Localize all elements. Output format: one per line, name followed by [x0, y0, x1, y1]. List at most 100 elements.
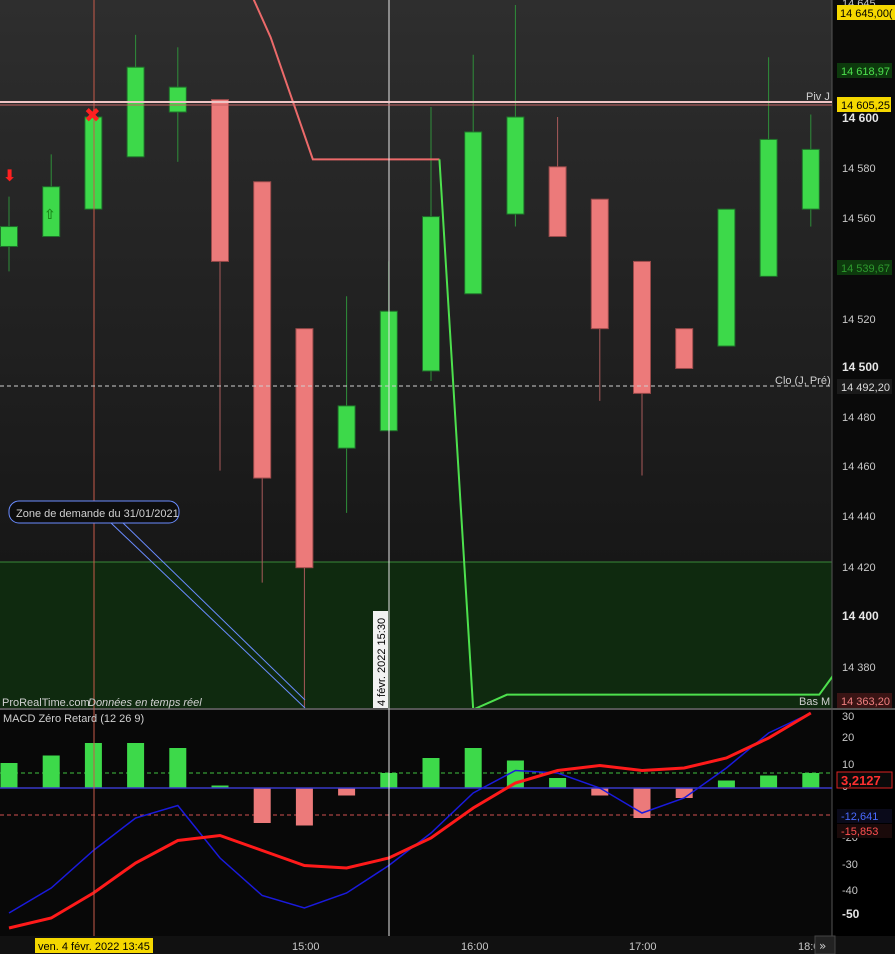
- cursor-time-label: 4 févr. 2022 15:30: [376, 618, 388, 706]
- brand-sub-label: Données en temps réel: [88, 697, 202, 709]
- macd-histogram-bar: [802, 773, 820, 788]
- macd-tick: 30: [842, 711, 854, 723]
- price-tick: 14 500: [842, 360, 879, 374]
- close-label: Clo (J, Pré): [775, 375, 831, 387]
- price-axis: 14 645 14 600 14 580 14 560 14 520 14 50…: [842, 0, 879, 674]
- macd-histogram-bar: [211, 785, 229, 788]
- macd-histogram-bar: [464, 748, 482, 788]
- macd-tick: -50: [842, 907, 860, 921]
- cursor-date-label-bg: [35, 938, 153, 953]
- zone-label: Zone de demande du 31/01/2021: [16, 508, 179, 520]
- candle-body[interactable]: [168, 86, 187, 113]
- price-tick: 14 420: [842, 562, 876, 574]
- candle-body[interactable]: [717, 208, 736, 347]
- macd-tick: 10: [842, 759, 854, 771]
- cursor-date-label: ven. 4 févr. 2022 13:45: [38, 941, 150, 953]
- brand-label: ProRealTime.com: [2, 697, 90, 709]
- price-layer: [0, 0, 832, 708]
- price-label-top-bg: [837, 5, 895, 20]
- candle-body[interactable]: [295, 328, 314, 569]
- demand-zone: [0, 562, 832, 708]
- macd-histogram-bar: [338, 788, 356, 796]
- macd-histogram-bar: [84, 743, 102, 788]
- macd-tick: 20: [842, 732, 854, 744]
- macd-histogram-bar: [549, 778, 567, 788]
- macd-value-blue: -12,641: [841, 811, 878, 823]
- macd-tick: -40: [842, 885, 858, 897]
- price-tick: 14 440: [842, 511, 876, 523]
- macd-value-red: -15,853: [841, 826, 878, 838]
- candle-body[interactable]: [675, 328, 694, 369]
- macd-signal-line: [8, 711, 812, 930]
- price-label-upper-bg: [837, 63, 892, 78]
- double-chevron-right-icon: »: [819, 939, 826, 953]
- time-tick: 16:00: [461, 941, 489, 953]
- candle-body[interactable]: [590, 198, 609, 330]
- cursor-time-label-bg: [373, 611, 388, 708]
- price-label-bottom: 14 363,20: [841, 696, 890, 708]
- price-label-piv-bg: [837, 97, 891, 112]
- candle-body[interactable]: [548, 166, 567, 238]
- candle-body[interactable]: [84, 116, 103, 210]
- price-axis-bg: [832, 0, 895, 708]
- candle-body[interactable]: [633, 260, 651, 394]
- price-label-top: 14 645,00(: [840, 8, 893, 20]
- pivot-label: Piv J: [806, 91, 830, 103]
- candle-body[interactable]: [253, 181, 272, 479]
- price-label-mid: 14 539,67: [841, 263, 890, 275]
- price-label-clo: 14 492,20: [841, 382, 890, 394]
- macd-layer: [0, 711, 832, 930]
- macd-value-red-bg: [837, 824, 892, 838]
- macd-histogram-bar: [422, 758, 440, 788]
- candle-body[interactable]: [0, 226, 18, 247]
- candle-body[interactable]: [42, 186, 61, 238]
- macd-value-main-bg: [836, 771, 893, 789]
- price-tick: 14 520: [842, 314, 876, 326]
- macd-title: MACD Zéro Retard (12 26 9): [3, 713, 144, 725]
- price-tick: 14 560: [842, 213, 876, 225]
- price-tick: 14 580: [842, 163, 876, 175]
- bas-label: Bas M: [799, 696, 830, 708]
- candle-body[interactable]: [126, 66, 145, 158]
- time-tick: 15:00: [292, 941, 320, 953]
- macd-histogram-bar: [127, 743, 145, 788]
- price-tick: 14 600: [842, 111, 879, 125]
- candle-body[interactable]: [422, 216, 440, 372]
- trailing-stop-line-up: [438, 159, 832, 708]
- candle-body[interactable]: [506, 116, 525, 215]
- time-tick: 17:00: [629, 941, 657, 953]
- arrow-up-icon: ⇧: [44, 207, 56, 223]
- price-label-upper: 14 618,97: [841, 66, 890, 78]
- candle-body[interactable]: [801, 148, 820, 210]
- price-tick: 14 460: [842, 461, 876, 473]
- macd-value-blue-bg: [837, 809, 892, 823]
- price-tick: 14 380: [842, 662, 876, 674]
- zone-label-box[interactable]: [8, 500, 180, 524]
- time-axis-bg: [0, 936, 895, 954]
- macd-histogram-bar: [760, 775, 778, 788]
- price-label-clo-bg: [837, 379, 892, 394]
- scroll-right-button[interactable]: [814, 935, 836, 954]
- cross-icon: ✖: [84, 103, 101, 127]
- macd-histogram-bar: [169, 748, 187, 788]
- price-tick: 14 480: [842, 412, 876, 424]
- macd-value-main: 3,2127: [841, 773, 881, 788]
- candle-body[interactable]: [211, 99, 229, 262]
- candle-body[interactable]: [464, 131, 483, 295]
- zone-leader-line: [109, 521, 306, 709]
- price-label-piv: 14 605,25: [841, 100, 890, 112]
- price-tick: 14 400: [842, 609, 879, 623]
- indicator-panel-bg: [0, 710, 832, 936]
- macd-histogram-bar: [295, 788, 313, 826]
- price-label-mid-bg: [837, 260, 892, 275]
- macd-tick: -30: [842, 859, 858, 871]
- macd-histogram-bar: [591, 788, 609, 796]
- macd-histogram-bar: [717, 780, 735, 788]
- zone-leader-line: [121, 521, 306, 701]
- trailing-stop-line-down: [252, 0, 440, 161]
- time-tick: 18:0: [798, 941, 819, 953]
- macd-histogram-bar: [42, 755, 60, 788]
- candle-body[interactable]: [759, 138, 778, 277]
- candle-body[interactable]: [337, 405, 356, 449]
